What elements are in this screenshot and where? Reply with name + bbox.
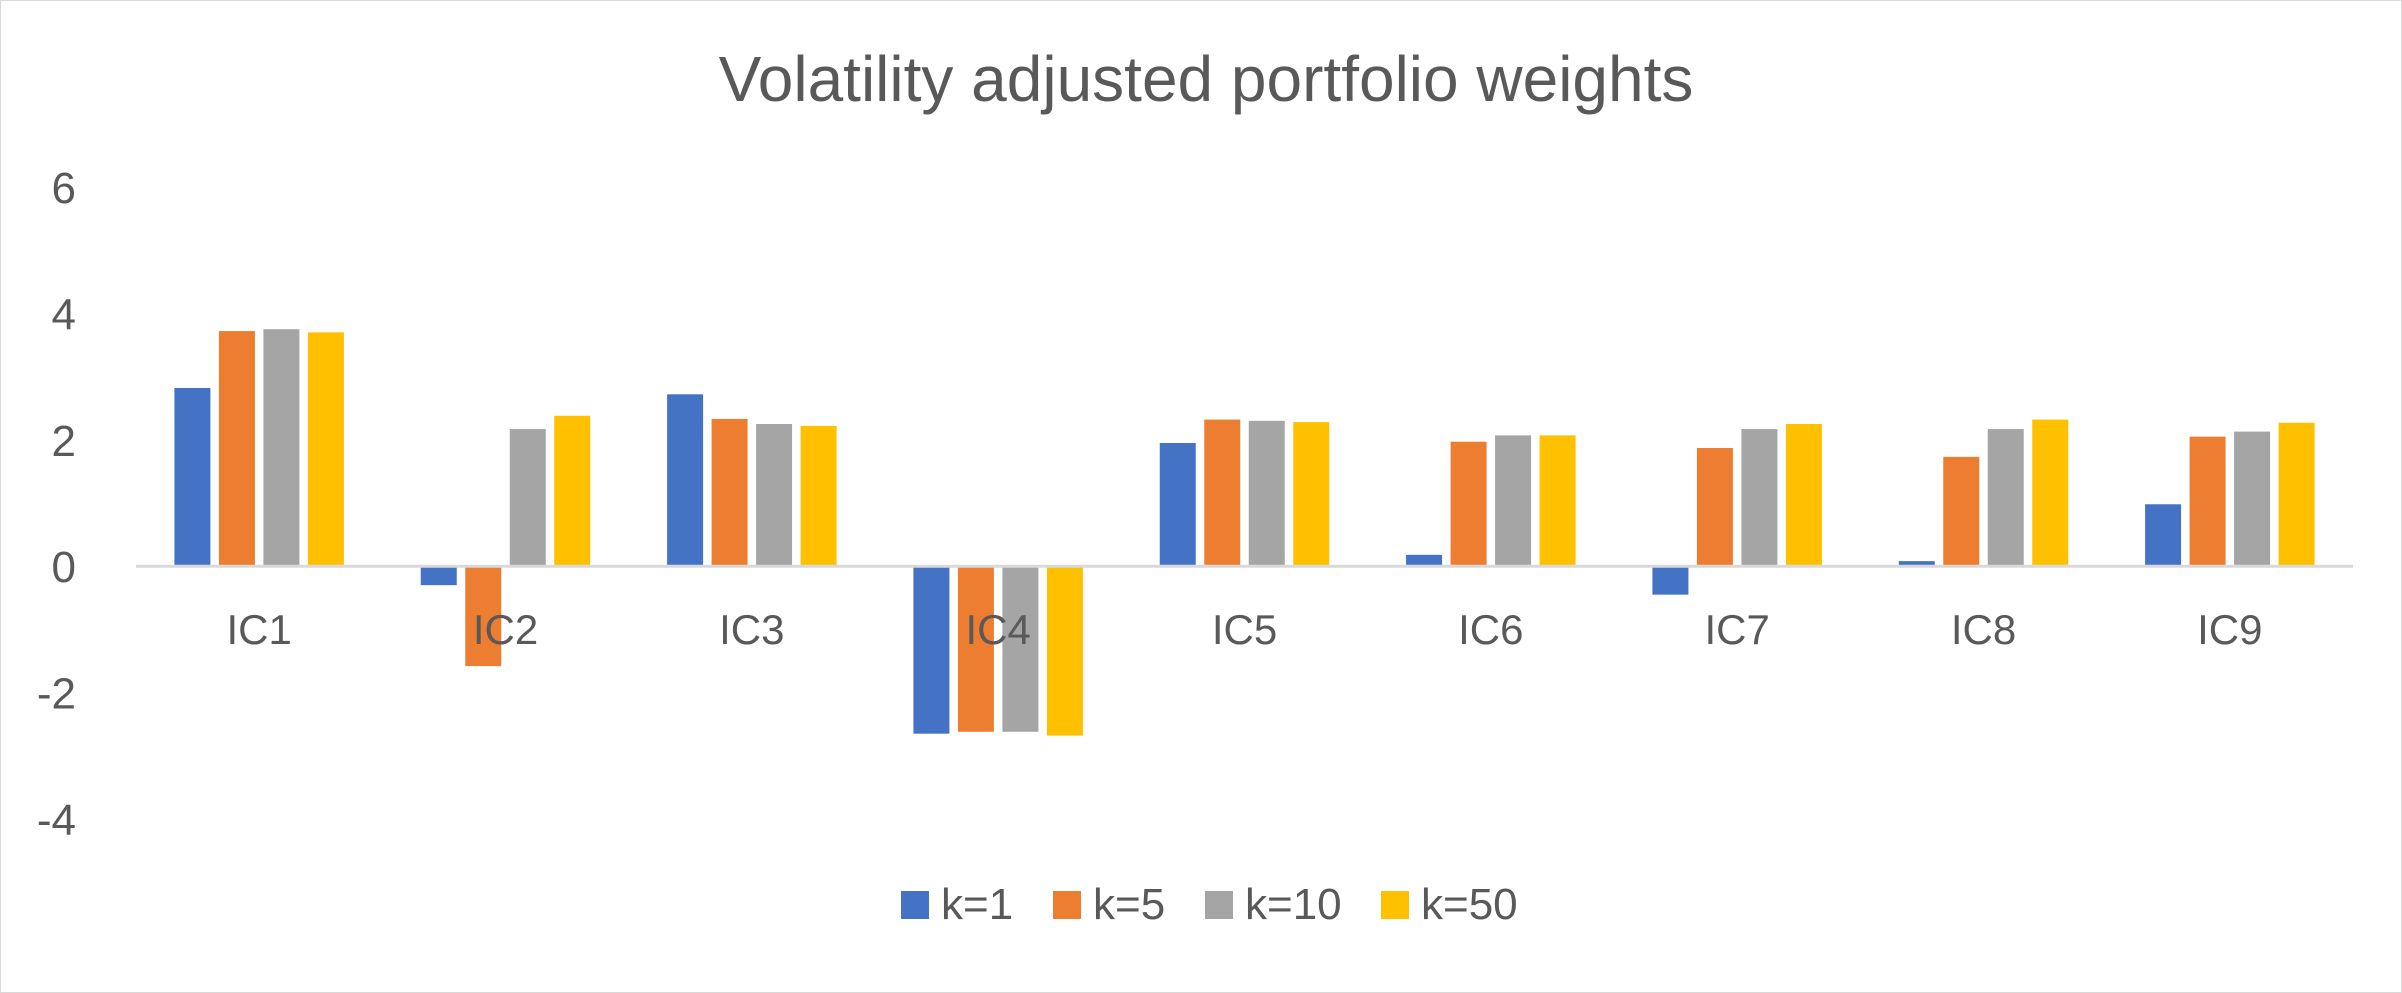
bar-ic5-k50 [1293,422,1330,567]
y-tick-label: 4 [52,290,76,339]
bar-ic6-k1 [1406,554,1443,567]
legend-label: k=5 [1093,880,1165,929]
bar-ic9-k5 [2189,436,2226,567]
bar-ic8-k5 [1943,456,1980,567]
x-tick-label: IC2 [473,606,538,653]
x-tick-label: IC4 [965,606,1030,653]
x-tick-label: IC1 [226,606,291,653]
legend-swatch-k10 [1205,891,1233,919]
bar-ic9-k1 [2145,504,2182,567]
y-axis: 6 4 2 0 -2 -4 [37,164,76,845]
bar-ic8-k10 [1987,429,2024,567]
bar-ic3-k50 [800,425,837,567]
y-tick-label: 2 [52,417,76,466]
bar-ic1-k1 [174,387,211,567]
x-tick-label: IC8 [1951,606,2016,653]
bar-ic7-k10 [1741,429,1778,567]
bar-ic3-k10 [756,424,793,567]
bar-ic4-k1 [913,566,950,734]
legend-label: k=50 [1421,880,1518,929]
bar-ic7-k50 [1785,424,1822,567]
bar-ic6-k5 [1450,441,1487,567]
bar-ic7-k5 [1696,448,1733,567]
y-tick-label: -2 [37,670,76,719]
bar-ic1-k5 [218,331,255,567]
bar-ic4-k10 [1002,566,1039,732]
bar-ic5-k5 [1204,419,1241,567]
legend: k=1 k=5 k=10 k=50 [901,880,1518,929]
legend-label: k=1 [941,880,1013,929]
bar-ic1-k50 [307,332,344,567]
y-tick-label: 6 [52,164,76,213]
x-tick-label: IC3 [719,606,784,653]
legend-swatch-k5 [1053,891,1081,919]
bar-ic2-k1 [420,566,457,586]
legend-label: k=10 [1245,880,1342,929]
x-tick-label: IC9 [2197,606,2262,653]
chart-title: Volatility adjusted portfolio weights [719,43,1694,115]
bar-ic9-k10 [2234,431,2271,567]
bar-ic5-k1 [1159,442,1196,567]
bar-ic4-k5 [957,566,994,732]
x-axis-labels: IC1 IC2 IC3 IC4 IC5 IC6 IC7 IC8 IC9 [226,606,2262,653]
bar-ic1-k10 [263,329,300,567]
bar-ic2-k5 [465,566,502,667]
bar-ic6-k50 [1539,435,1576,567]
legend-swatch-k1 [901,891,929,919]
bar-ic8-k50 [2032,419,2069,567]
y-tick-label: -4 [37,796,76,845]
bar-ic7-k1 [1652,566,1689,595]
bar-ic9-k50 [2278,422,2315,567]
bar-ic8-k1 [1898,561,1935,567]
bar-ic3-k1 [667,394,704,567]
y-tick-label: 0 [52,543,76,592]
plot-area [174,329,2315,736]
bar-ic4-k50 [1046,566,1083,736]
x-tick-label: IC5 [1212,606,1277,653]
bar-ic6-k10 [1495,435,1532,567]
bar-ic5-k10 [1248,420,1285,567]
bar-ic3-k5 [711,418,748,567]
x-tick-label: IC6 [1458,606,1523,653]
bar-ic2-k50 [554,415,591,567]
bar-ic2-k10 [509,429,546,567]
x-tick-label: IC7 [1704,606,1769,653]
legend-swatch-k50 [1381,891,1409,919]
